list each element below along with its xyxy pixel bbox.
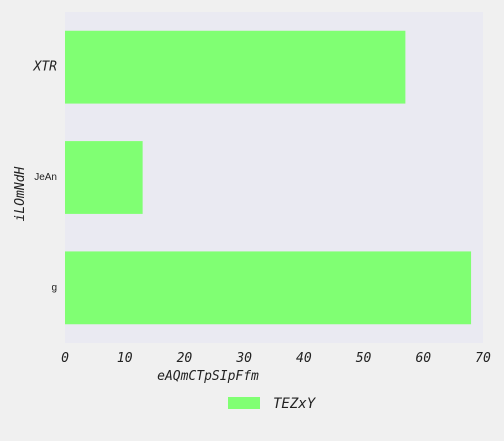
x-tick-label: 20 <box>177 351 193 366</box>
bars-group <box>65 30 472 325</box>
bar-jean <box>65 141 143 214</box>
y-axis-title: iLOmNdH <box>13 166 28 221</box>
y-tick-label-jean: JeAn <box>34 172 57 183</box>
y-tick-label-xtr: XTR <box>33 60 58 75</box>
legend-label: TEZxY <box>273 396 317 412</box>
x-tick-label: 70 <box>475 351 491 366</box>
bar-xtr <box>65 30 406 104</box>
x-tick-label: 10 <box>117 351 133 366</box>
x-tick-labels: 0 10 20 30 40 50 60 70 <box>61 351 491 366</box>
legend-swatch <box>228 397 260 409</box>
y-tick-label-g: g <box>51 282 57 293</box>
x-tick-label: 50 <box>356 351 372 366</box>
x-tick-label: 40 <box>296 351 312 366</box>
x-tick-label: 30 <box>235 351 252 366</box>
x-tick-label: 60 <box>415 351 431 366</box>
bar-g <box>65 251 472 325</box>
x-tick-label: 0 <box>61 351 69 366</box>
y-category-labels: XTR JeAn g <box>33 60 58 294</box>
x-axis-title: eAQmCTpSIpFfm <box>157 369 259 384</box>
legend[interactable]: TEZxY <box>228 396 317 412</box>
